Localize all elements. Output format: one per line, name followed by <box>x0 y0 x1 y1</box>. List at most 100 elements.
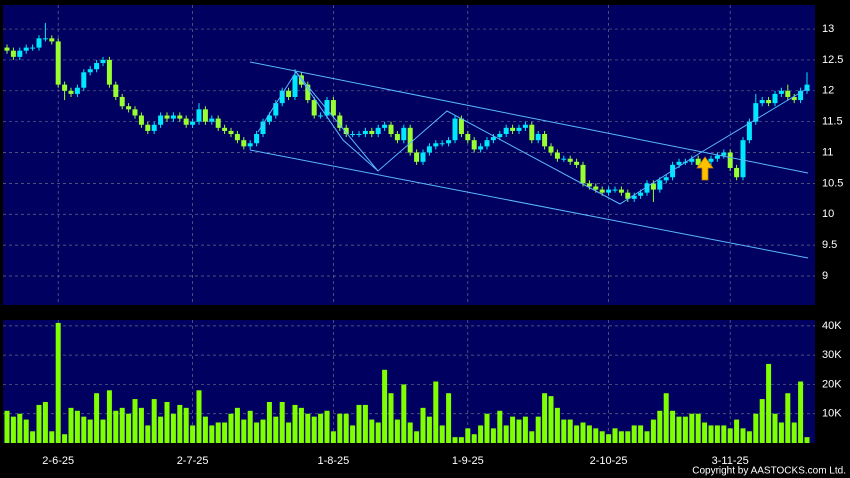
volume-bar <box>471 434 477 443</box>
volume-bar <box>426 416 432 443</box>
candle-body <box>30 47 36 49</box>
volume-bar <box>170 413 176 443</box>
candle-body <box>151 124 157 131</box>
volume-bar <box>510 416 516 443</box>
volume-bar <box>580 422 586 443</box>
volume-bar <box>305 413 311 443</box>
y-tick-label: 12 <box>822 85 834 97</box>
candle-body <box>234 134 240 141</box>
candle-body <box>241 140 247 147</box>
volume-bar <box>561 419 567 443</box>
volume-bar <box>382 369 388 443</box>
candle-body <box>10 50 16 57</box>
volume-bar <box>23 419 29 443</box>
volume-bar <box>650 419 656 443</box>
candle-body <box>196 109 202 122</box>
volume-bar <box>766 363 772 443</box>
candle-body <box>580 164 586 184</box>
y-tick-label: 11.5 <box>822 116 843 128</box>
volume-bar <box>222 422 228 443</box>
volume-bar <box>350 425 356 443</box>
x-tick-label: 1-9-25 <box>452 455 484 467</box>
candle-body <box>407 127 413 153</box>
volume-bar <box>17 413 23 443</box>
candle-body <box>676 161 682 165</box>
candle-body <box>561 158 567 160</box>
volume-bar <box>714 425 720 443</box>
candle-body <box>23 47 29 51</box>
volume-bar <box>529 431 535 443</box>
zigzag <box>257 71 809 205</box>
volume-bar <box>324 410 330 443</box>
candle-body <box>420 152 426 162</box>
candle-body <box>311 100 317 116</box>
candle-body <box>734 167 740 178</box>
candle-body <box>209 118 215 122</box>
y-tick-label: 11 <box>822 146 833 158</box>
volume-bar <box>484 413 490 443</box>
candle-body <box>554 152 560 159</box>
volume-bar <box>10 416 16 443</box>
zigzag-inner <box>295 71 379 172</box>
candle-body <box>388 124 394 135</box>
volume-bar <box>414 431 420 443</box>
candle-body <box>254 134 260 144</box>
candle-body <box>657 180 663 190</box>
candle-body <box>62 84 68 91</box>
y-tick-label: 40K <box>822 320 842 332</box>
candle-body <box>714 155 720 159</box>
candle-body <box>746 121 752 141</box>
candle-body <box>362 130 368 135</box>
volume-bar <box>113 410 119 443</box>
candle-body <box>106 59 112 85</box>
candle-body <box>535 134 541 141</box>
candle-body <box>177 115 183 119</box>
copyright: Copyright by AASTOCKS.com Ltd. <box>692 466 846 477</box>
x-tick-label: 2-7-25 <box>177 455 209 467</box>
volume-bar <box>311 416 317 443</box>
volume-bar <box>721 425 727 443</box>
candle-body <box>542 134 548 147</box>
volume-bar <box>228 413 234 443</box>
volume-bar <box>394 419 400 443</box>
candle-body <box>759 100 765 104</box>
candle-body <box>164 115 170 119</box>
volume-bar <box>183 407 189 443</box>
volume-bar <box>318 413 324 443</box>
volume-bar <box>407 422 413 443</box>
candle-body <box>36 38 42 48</box>
candle-body <box>74 87 80 94</box>
candle-body <box>324 100 330 116</box>
candle-body <box>305 84 311 101</box>
candle-body <box>522 124 528 128</box>
candle-body <box>618 189 624 193</box>
volume-bar <box>330 431 336 443</box>
volume-bar <box>94 393 100 443</box>
candle-body <box>202 109 208 122</box>
candle-body <box>394 134 400 141</box>
y-tick-label: 30K <box>822 349 842 361</box>
y-tick-label: 10K <box>822 408 842 420</box>
candle-body <box>644 183 650 193</box>
x-tick-label: 2-6-25 <box>42 455 74 467</box>
candle-body <box>574 161 580 165</box>
volume-bar <box>772 413 778 443</box>
candle-body <box>126 106 132 110</box>
volume-bar <box>401 384 407 443</box>
volume-bar <box>158 416 164 443</box>
candle-body <box>266 115 272 122</box>
candle-body <box>484 140 490 147</box>
candle-body <box>4 47 10 51</box>
price-panel <box>3 5 815 305</box>
y-tick-label: 9.5 <box>822 239 837 251</box>
volume-bar <box>458 437 464 443</box>
y-tick-label: 13 <box>822 23 834 35</box>
volume-bar <box>30 431 36 443</box>
volume-bar <box>106 390 112 443</box>
candle-body <box>772 93 778 104</box>
volume-bar <box>266 402 272 443</box>
volume-bar <box>68 407 74 443</box>
candle-body <box>42 38 48 40</box>
candle-body <box>766 100 772 104</box>
